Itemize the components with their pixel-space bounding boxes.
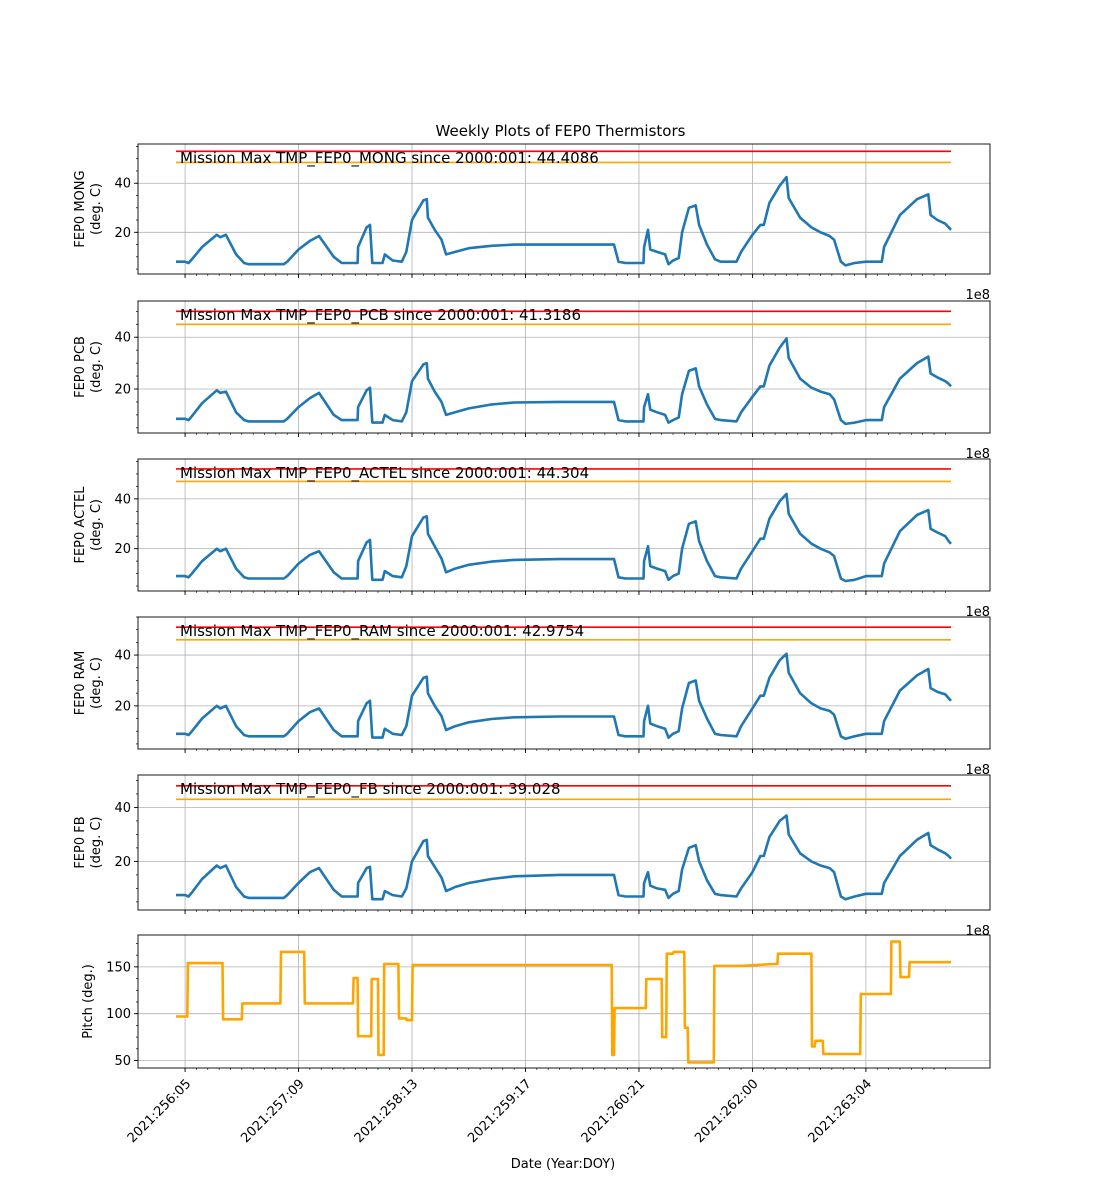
mission-max-annotation: Mission Max TMP_FEP0_PCB since 2000:001:…: [180, 306, 581, 325]
y-tick-label: 40: [114, 492, 131, 507]
x-axis-label: Date (Year:DOY): [511, 1157, 616, 1172]
y-tick-label: 150: [106, 960, 131, 975]
y-tick-label: 40: [114, 177, 131, 192]
axes-frame: [137, 143, 991, 275]
series-line-pitch: [176, 940, 951, 1064]
axes-frame: [137, 616, 991, 750]
y-tick-label: 50: [114, 1054, 131, 1069]
x-tick-label: 2021:257:09: [238, 1077, 307, 1146]
y-axis-label-line: (deg. C): [89, 499, 104, 551]
series-line-fb: [176, 814, 952, 901]
y-axis-label-line: (deg. C): [89, 657, 104, 709]
y-axis-label-line: FEP0 MONG: [73, 170, 88, 247]
y-axis-label: FEP0 MONG(deg. C): [73, 170, 104, 247]
series-line-actel: [176, 492, 952, 583]
series-line-mong: [176, 175, 952, 267]
y-axis-label: FEP0 RAM(deg. C): [73, 651, 104, 716]
offset-text: 1e8: [965, 288, 990, 303]
axes-frame: [137, 934, 991, 1069]
mission-max-annotation: Mission Max TMP_FEP0_ACTEL since 2000:00…: [180, 464, 589, 483]
mission-max-annotation: Mission Max TMP_FEP0_MONG since 2000:001…: [180, 149, 599, 168]
mission-max-annotation: Mission Max TMP_FEP0_RAM since 2000:001:…: [180, 622, 584, 641]
offset-text: 1e8: [965, 924, 990, 939]
offset-text: 1e8: [965, 447, 990, 462]
panel-pcb: 20 40 FEP0 PCB(deg. C) Mission Max TMP_FEP0…: [73, 300, 991, 462]
y-axis-label-line: (deg. C): [89, 183, 104, 235]
mission-max-annotation: Mission Max TMP_FEP0_FB since 2000:001: …: [180, 780, 561, 799]
x-tick-label: 2021:256:05: [125, 1077, 194, 1146]
axes-frame: [137, 300, 991, 434]
y-axis-label-line: FEP0 ACTEL: [73, 486, 88, 564]
x-tick-label: 2021:258:13: [352, 1077, 421, 1146]
panel-ram: 20 40 FEP0 RAM(deg. C) Mission Max TMP_FEP0…: [73, 616, 991, 778]
x-tick-label: 2021:259:17: [465, 1077, 534, 1146]
y-axis-label-line: (deg. C): [89, 341, 104, 393]
y-axis-label: FEP0 FB(deg. C): [73, 816, 104, 868]
series-line-pcb: [176, 337, 952, 426]
panel-actel: 20 40 FEP0 ACTEL(deg. C) Mission Max TMP_FE…: [73, 458, 991, 620]
figure-title: Weekly Plots of FEP0 Thermistors: [436, 122, 686, 140]
y-tick-label: 40: [114, 331, 131, 346]
y-tick-label: 20: [114, 855, 131, 870]
y-axis-label-line: (deg. C): [89, 817, 104, 869]
y-axis-label-line: FEP0 FB: [73, 816, 88, 868]
y-tick-label: 20: [114, 383, 131, 398]
y-tick-label: 20: [114, 226, 131, 241]
y-tick-label: 40: [114, 801, 131, 816]
y-axis-label-line: FEP0 RAM: [73, 651, 88, 716]
offset-text: 1e8: [965, 605, 990, 620]
y-axis-label-line: FEP0 PCB: [73, 336, 88, 398]
panel-fb: 20 40 FEP0 FB(deg. C) Mission Max TMP_FEP0_…: [73, 774, 991, 939]
y-axis-label: FEP0 PCB(deg. C): [73, 336, 104, 398]
series-line-ram: [176, 652, 952, 741]
axes-frame: [137, 458, 991, 592]
offset-text: 1e8: [965, 763, 990, 778]
y-axis-label-line: Pitch (deg.): [81, 964, 96, 1039]
y-axis-label: FEP0 ACTEL(deg. C): [73, 486, 104, 564]
panel-pitch: 50 100 150 Pitch (deg.) 2021:256:05 2021:257:…: [81, 934, 991, 1146]
axes-frame: [137, 774, 991, 911]
y-tick-label: 20: [114, 699, 131, 714]
x-tick-label: 2021:263:04: [806, 1077, 875, 1146]
y-tick-label: 100: [106, 1007, 131, 1022]
panel-mong: 20 40 FEP0 MONG(deg. C) Mission Max TMP_FEP…: [73, 143, 991, 303]
y-tick-label: 40: [114, 649, 131, 664]
y-tick-label: 20: [114, 542, 131, 557]
x-tick-label: 2021:262:00: [692, 1077, 761, 1146]
x-tick-label: 2021:260:21: [579, 1077, 648, 1146]
y-axis-label: Pitch (deg.): [81, 964, 96, 1039]
